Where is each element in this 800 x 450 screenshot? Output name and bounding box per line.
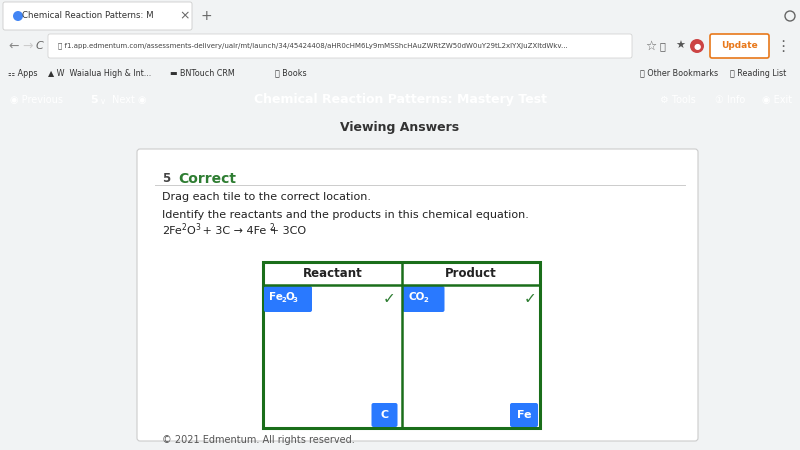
Text: ① Info: ① Info (715, 95, 746, 105)
Text: Chemical Reaction Patterns: M: Chemical Reaction Patterns: M (22, 12, 154, 21)
Text: ▲ W  Waialua High & Int...: ▲ W Waialua High & Int... (48, 68, 151, 77)
Text: ●: ● (694, 41, 701, 50)
Text: ✓: ✓ (383, 292, 396, 306)
Text: 2Fe: 2Fe (162, 226, 182, 236)
Text: ⚏ Apps: ⚏ Apps (8, 68, 38, 77)
Text: 🔒 f1.app.edmentum.com/assessments-delivery/ualr/mt/launch/34/45424408/aHR0cHM6Ly: 🔒 f1.app.edmentum.com/assessments-delive… (58, 43, 568, 50)
Text: Viewing Answers: Viewing Answers (341, 122, 459, 135)
FancyBboxPatch shape (371, 403, 398, 427)
Text: ⬛: ⬛ (660, 41, 666, 51)
Text: ◉ Exit: ◉ Exit (762, 95, 792, 105)
Text: ∨: ∨ (100, 98, 106, 107)
Circle shape (690, 39, 704, 53)
Bar (263, 262, 540, 428)
Text: +: + (200, 9, 212, 23)
FancyBboxPatch shape (48, 34, 632, 58)
Text: Fe: Fe (517, 410, 531, 420)
Text: ◉ Previous: ◉ Previous (10, 95, 63, 105)
Text: 2: 2 (423, 297, 428, 303)
FancyBboxPatch shape (510, 403, 538, 427)
Text: Identify the reactants and the products in this chemical equation.: Identify the reactants and the products … (162, 210, 529, 220)
Text: 📖 Reading List: 📖 Reading List (730, 68, 786, 77)
Text: Chemical Reaction Patterns: Mastery Test: Chemical Reaction Patterns: Mastery Test (254, 94, 546, 107)
Text: C: C (36, 41, 44, 51)
Text: © 2021 Edmentum. All rights reserved.: © 2021 Edmentum. All rights reserved. (162, 435, 354, 445)
Circle shape (13, 11, 23, 21)
Text: 5: 5 (162, 172, 170, 185)
Text: ⚙ Tools: ⚙ Tools (660, 95, 696, 105)
Text: Next ◉: Next ◉ (112, 95, 146, 105)
Text: Update: Update (721, 41, 758, 50)
FancyBboxPatch shape (137, 149, 698, 441)
Text: 3: 3 (293, 297, 298, 303)
Text: C: C (381, 410, 389, 420)
Text: →: → (22, 40, 33, 53)
Text: Correct: Correct (178, 172, 236, 186)
Text: 2: 2 (270, 223, 274, 232)
Text: ✓: ✓ (524, 292, 536, 306)
FancyBboxPatch shape (3, 2, 192, 30)
Text: + 3C → 4Fe + 3CO: + 3C → 4Fe + 3CO (199, 226, 306, 236)
Text: 5: 5 (90, 95, 98, 105)
Text: Reactant: Reactant (302, 267, 362, 280)
Text: ×: × (180, 9, 190, 22)
Text: ←: ← (8, 40, 18, 53)
Text: O: O (285, 292, 294, 302)
Text: 3: 3 (195, 223, 200, 232)
Text: ☆: ☆ (645, 40, 656, 53)
Text: 2: 2 (281, 297, 286, 303)
Text: O: O (186, 226, 194, 236)
Text: ▬ BNTouch CRM: ▬ BNTouch CRM (170, 68, 234, 77)
Text: Product: Product (445, 267, 497, 280)
FancyBboxPatch shape (710, 34, 769, 58)
Text: Fe: Fe (269, 292, 283, 302)
FancyBboxPatch shape (402, 286, 445, 312)
Text: CO: CO (409, 292, 425, 302)
Text: 📁 Other Bookmarks: 📁 Other Bookmarks (640, 68, 718, 77)
Text: 📕 Books: 📕 Books (275, 68, 306, 77)
Text: Drag each tile to the correct location.: Drag each tile to the correct location. (162, 192, 371, 202)
Text: 2: 2 (182, 223, 186, 232)
Text: ★: ★ (675, 41, 685, 51)
FancyBboxPatch shape (264, 286, 312, 312)
Text: ⋮: ⋮ (775, 39, 790, 54)
